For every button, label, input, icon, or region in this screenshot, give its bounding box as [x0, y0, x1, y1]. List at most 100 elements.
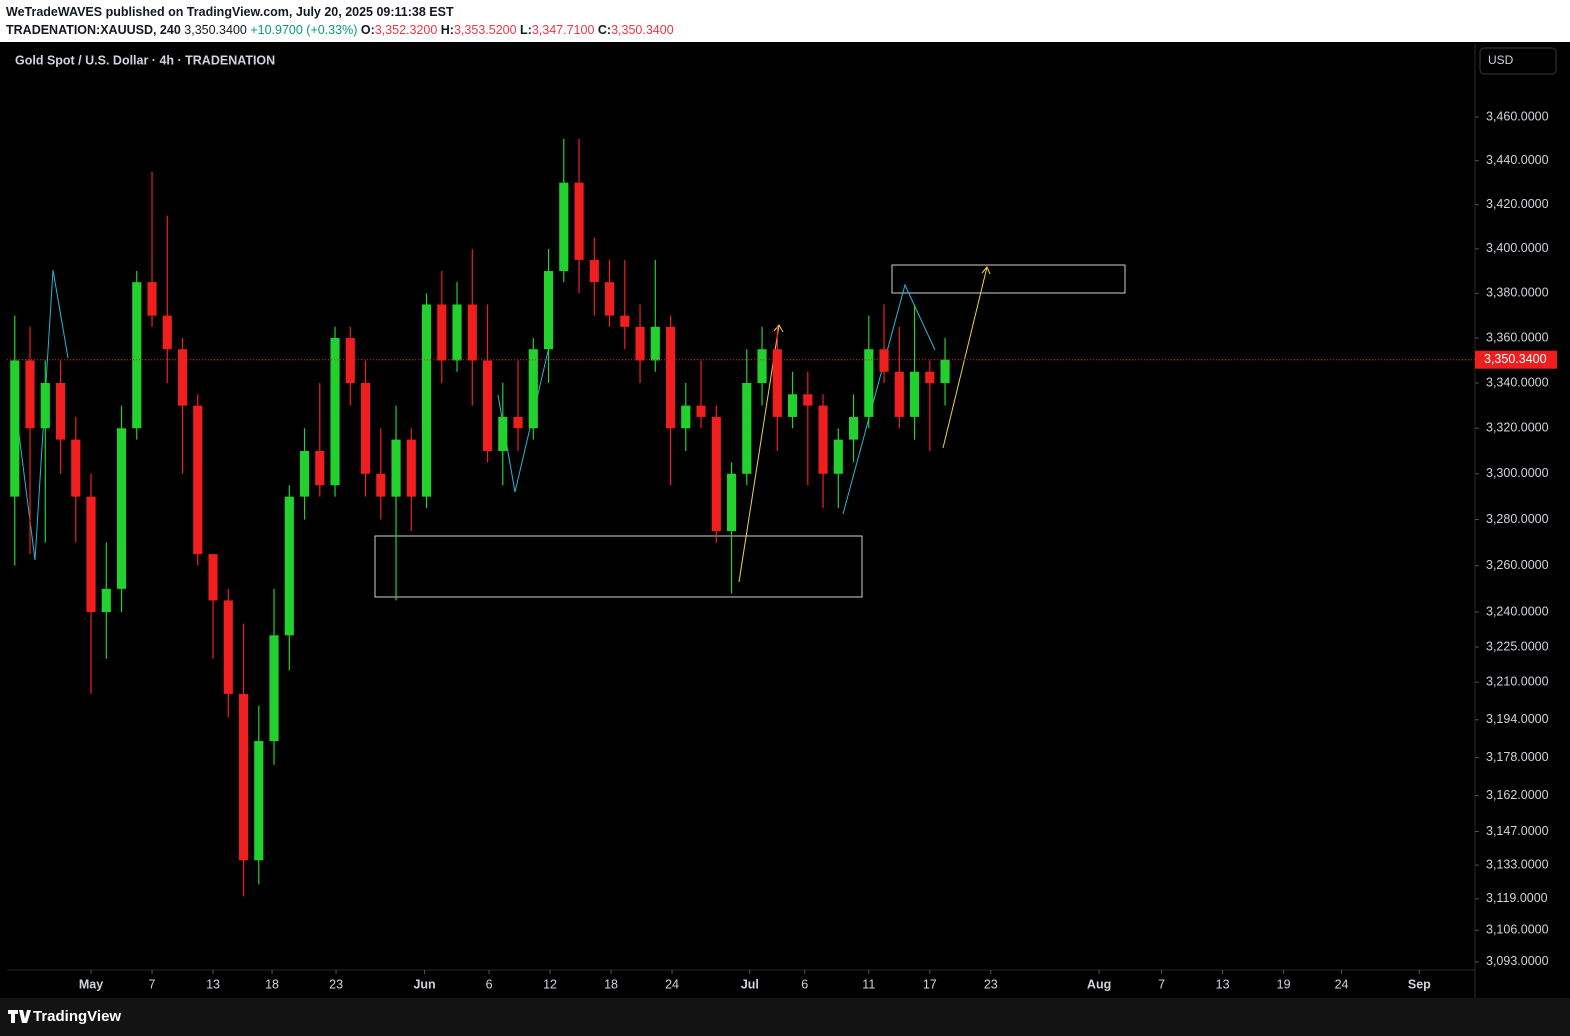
candle-body [116, 428, 127, 589]
x-tick-label: 7 [1158, 977, 1165, 991]
y-tick-label: 3,133.0000 [1486, 857, 1549, 871]
candle-body [528, 349, 538, 429]
candle-body [86, 496, 96, 613]
footer-bar [0, 998, 1570, 1036]
candle-body [25, 360, 35, 429]
candle-body [299, 450, 310, 497]
y-tick-label: 3,240.0000 [1486, 604, 1549, 618]
x-tick-label: 7 [149, 977, 156, 991]
y-tick-label: 3,225.0000 [1486, 639, 1549, 653]
arrow-head [773, 324, 784, 333]
y-tick-label: 3,093.0000 [1486, 954, 1549, 968]
candle-body [208, 554, 218, 601]
brand-logo [8, 1010, 31, 1023]
x-tick-label: 23 [329, 977, 343, 991]
wave-line [842, 283, 936, 515]
candle-body [452, 304, 462, 361]
y-tick-label: 3,460.0000 [1486, 109, 1549, 123]
demand-zone [374, 535, 863, 598]
x-tick-label: 13 [206, 977, 220, 991]
candle-body [223, 600, 233, 694]
x-tick-label: 6 [486, 977, 493, 991]
candle-body [406, 439, 416, 497]
target-zone [891, 264, 1126, 294]
change: +10.9700 (+0.33%) [250, 23, 358, 37]
candle-body [101, 588, 111, 613]
publish-line: WeTradeWAVES published on TradingView.co… [6, 3, 674, 21]
h-label: H: [440, 23, 454, 37]
y-tick-label: 3,280.0000 [1486, 512, 1549, 526]
candle-body [71, 439, 81, 497]
y-tick-label: 3,210.0000 [1486, 674, 1549, 688]
candle-body [284, 496, 294, 636]
x-tick-label: 13 [1216, 977, 1230, 991]
y-tick-label: 3,340.0000 [1486, 375, 1549, 389]
projection-arrow [738, 324, 780, 583]
x-tick-label: 18 [265, 977, 279, 991]
candle-body [589, 259, 599, 283]
x-tick-label: 11 [862, 977, 875, 991]
x-tick-label: 18 [604, 977, 618, 991]
x-tick-label: 24 [665, 977, 679, 991]
candle-body [620, 315, 630, 327]
x-tick-label: 19 [1277, 977, 1291, 991]
candle-body [894, 371, 904, 417]
candle-body [421, 304, 432, 497]
candle-body [696, 405, 706, 417]
candle-body [330, 338, 340, 486]
header: WeTradeWAVES published on TradingView.co… [6, 3, 674, 39]
y-tick-label: 3,400.0000 [1486, 241, 1549, 255]
candle-body [254, 741, 264, 861]
currency-label[interactable]: USD [1488, 53, 1514, 67]
candle-body [132, 282, 142, 429]
candle-body [498, 416, 508, 451]
candle-body [665, 326, 676, 429]
y-tick-label: 3,178.0000 [1486, 750, 1549, 764]
candle-body [879, 349, 889, 372]
candle-body [543, 271, 554, 350]
projection-arrow [942, 266, 988, 449]
candle-body [482, 360, 493, 451]
high: 3,353.5200 [453, 23, 517, 37]
candle-body [177, 349, 188, 406]
candle-body [559, 182, 569, 272]
arrow-head [981, 266, 991, 275]
x-tick-label: 6 [801, 977, 808, 991]
c-label: C: [597, 23, 612, 37]
y-tick-label: 3,420.0000 [1486, 197, 1549, 211]
candle-body [345, 338, 355, 384]
candle-body [574, 182, 584, 260]
candle-body [391, 439, 401, 497]
candle-body [513, 416, 523, 429]
price: 3,350.3400 [184, 23, 247, 37]
y-tick-label: 3,147.0000 [1486, 824, 1549, 838]
candle-body [757, 349, 767, 384]
x-tick-label: Aug [1087, 977, 1111, 991]
y-tick-label: 3,440.0000 [1486, 153, 1549, 167]
candle-body [40, 383, 50, 429]
candle-body [604, 282, 615, 316]
candle-body [193, 405, 203, 555]
candle-body [726, 473, 737, 532]
y-tick-label: 3,194.0000 [1486, 712, 1549, 726]
candle-body [681, 405, 691, 429]
currency-button[interactable] [1479, 47, 1557, 75]
candle-body [833, 439, 843, 474]
brand: TradingView [8, 1008, 121, 1025]
candle-body [818, 405, 828, 474]
candle-body [437, 304, 447, 361]
candle-body [269, 635, 279, 742]
y-tick-label: 3,300.0000 [1486, 466, 1549, 480]
symbol: TRADENATION:XAUUSD, 240 [6, 23, 181, 37]
candle-body [650, 326, 660, 361]
candle-body [711, 416, 721, 532]
x-tick-label: May [79, 977, 103, 991]
brand-name: TradingView [33, 1008, 121, 1025]
x-tick-label: 17 [923, 977, 937, 991]
candle-body [787, 394, 798, 417]
x-tick-label: Sep [1408, 977, 1431, 991]
open: 3,352.3200 [374, 23, 438, 37]
candle-body [925, 371, 935, 384]
candle-body [909, 371, 920, 417]
